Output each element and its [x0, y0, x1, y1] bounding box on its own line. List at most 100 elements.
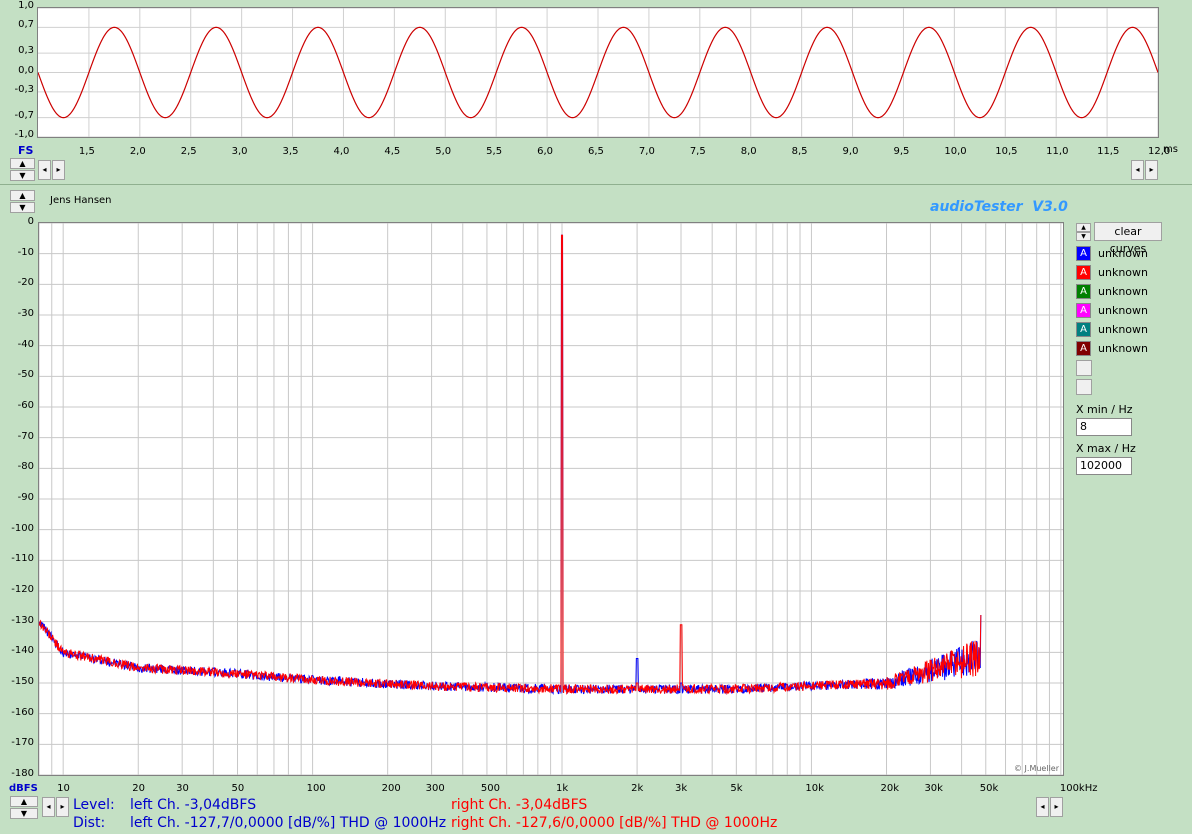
scope-y-tick: 0,7 [18, 19, 34, 31]
spectrum-right-scroll-right-button[interactable]: ▸ [1050, 797, 1063, 817]
spectrum-y-tick: -70 [17, 430, 34, 442]
scope-y-tick: -0,3 [14, 83, 34, 95]
scope-x-tick: 7,0 [638, 146, 655, 157]
spectrum-x-tick: 30 [176, 783, 189, 794]
xmin-input[interactable]: 8 [1076, 418, 1132, 436]
spectrum-y-tick: -50 [17, 369, 34, 381]
scope-right-scroll-left-button[interactable]: ◂ [1131, 160, 1144, 180]
scope-x-tick: 6,5 [588, 146, 604, 157]
spectrum-y-tick: -120 [11, 584, 34, 595]
spectrum-x-tick: 30k [924, 783, 943, 794]
spectrum-y-tick: -30 [17, 308, 34, 319]
legend-item-label: unknown [1098, 266, 1148, 279]
curve-color-icon[interactable]: A [1076, 284, 1091, 299]
spectrum-y-tick: -160 [11, 706, 34, 718]
spectrum-bottom-down-button[interactable]: ▼ [10, 808, 38, 819]
fs-label: FS [18, 144, 34, 157]
clear-curves-button[interactable]: clear curves [1094, 222, 1162, 255]
curve-color-icon[interactable]: A [1076, 341, 1091, 356]
spectrum-bottom-up-button[interactable]: ▲ [10, 796, 38, 807]
scope-x-tick: 4,5 [384, 146, 401, 157]
spectrum-x-tick: 1k [556, 783, 569, 794]
spectrum-x-tick: 50 [231, 783, 245, 794]
spectrum-plot [39, 223, 1063, 775]
scope-x-tick: 11,0 [1046, 146, 1069, 157]
spectrum-x-tick: 20k [880, 783, 900, 794]
spectrum-y-tick: -130 [11, 614, 34, 626]
spectrum-y-tick: -140 [11, 645, 34, 657]
spectrum-right-scroll-left-button[interactable]: ◂ [1036, 797, 1049, 817]
legend-empty-checkbox-1[interactable] [1076, 360, 1092, 376]
y-unit-label: dBFS [9, 783, 38, 794]
spectrum-y-tick: -40 [17, 338, 34, 350]
scope-x-tick: 10,0 [944, 146, 967, 157]
legend-item-label: unknown [1098, 247, 1148, 260]
scope-x-tick: 3,0 [231, 146, 248, 157]
scope-y-tick: -0,7 [14, 109, 34, 121]
divider [0, 184, 1192, 185]
curve-color-icon[interactable]: A [1076, 322, 1091, 337]
scope-x-tick: 11,5 [1097, 146, 1120, 157]
scope-x-tick: 4,0 [333, 146, 350, 157]
spectrum-x-tick: 10 [57, 783, 70, 794]
scope-x-tick: 2,0 [129, 146, 146, 157]
legend-up-button[interactable]: ▲ [1076, 223, 1091, 232]
legend-empty-checkbox-2[interactable] [1076, 379, 1092, 395]
spectrum-y-tick: -90 [17, 492, 34, 503]
curve-color-icon[interactable]: A [1076, 246, 1091, 261]
legend-item-label: unknown [1098, 323, 1148, 336]
spectrum-y-tick: -180 [11, 768, 34, 779]
left-level-readout: left Ch. -3,04dBFS [130, 797, 257, 813]
scope-scroll-left-button[interactable]: ◂ [38, 160, 51, 180]
spectrum-y-tick: -100 [11, 522, 34, 534]
scope-right-scroll-right-button[interactable]: ▸ [1145, 160, 1158, 180]
spectrum-y-tick: -60 [17, 400, 34, 411]
xmax-input[interactable]: 102000 [1076, 457, 1132, 475]
scope-scale-up-button[interactable]: ▲ [10, 158, 35, 169]
legend-down-button[interactable]: ▼ [1076, 232, 1091, 241]
scope-x-tick: 1,5 [78, 146, 95, 157]
scope-x-unit: ms [1163, 144, 1178, 155]
spectrum-x-tick: 300 [425, 783, 445, 794]
spectrum-y-tick: -80 [17, 461, 34, 473]
spectrum-y-tick: -150 [11, 676, 34, 687]
spectrum-x-tick: 10k [805, 783, 824, 794]
spectrum-scale-up-button[interactable]: ▲ [10, 190, 35, 201]
scope-x-tick: 7,5 [689, 146, 706, 157]
curve-color-icon[interactable]: A [1076, 303, 1091, 318]
spectrum-series-left [39, 234, 982, 696]
spectrum-x-tick: 500 [480, 783, 501, 794]
scope-scroll-right-button[interactable]: ▸ [52, 160, 65, 180]
scope-y-tick: 1,0 [18, 0, 34, 11]
spectrum-y-tick: -170 [11, 737, 34, 749]
spectrum-x-tick: 200 [381, 783, 401, 794]
scope-y-tick: -1,0 [14, 129, 34, 140]
xmax-label: X max / Hz [1076, 442, 1136, 455]
curve-color-icon[interactable]: A [1076, 265, 1091, 280]
spectrum-x-tick: 100 [306, 783, 326, 794]
spectrum-y-tick: -10 [17, 246, 34, 258]
scope-x-tick: 8,5 [791, 146, 808, 157]
spectrum-y-tick: -110 [11, 553, 34, 565]
scope-panel [37, 7, 1159, 138]
spectrum-scroll-left-button[interactable]: ◂ [42, 797, 55, 817]
scope-waveform [38, 26, 1158, 119]
legend-item-label: unknown [1098, 285, 1148, 298]
scope-x-tick: 3,5 [282, 146, 299, 157]
spectrum-panel: © J.Mueller [38, 222, 1064, 776]
left-dist-readout: left Ch. -127,7/0,0000 [dB/%] THD @ 1000… [130, 815, 447, 831]
scope-x-tick: 5,0 [435, 146, 452, 157]
scope-x-tick: 12,0 [1148, 146, 1171, 157]
spectrum-x-tick: 5k [730, 783, 743, 794]
scope-x-tick: 9,5 [893, 146, 910, 157]
scope-x-tick: 8,0 [740, 146, 757, 157]
scope-y-tick: 0,0 [18, 64, 34, 76]
dist-label: Dist: [73, 815, 106, 831]
scope-scale-down-button[interactable]: ▼ [10, 170, 35, 181]
user-name: Jens Hansen [50, 195, 112, 206]
spectrum-scale-down-button[interactable]: ▼ [10, 202, 35, 213]
spectrum-x-tick: 100kHz [1059, 783, 1098, 794]
spectrum-y-tick: -20 [17, 277, 34, 289]
spectrum-scroll-right-button[interactable]: ▸ [56, 797, 69, 817]
scope-x-tick: 6,0 [537, 146, 553, 157]
